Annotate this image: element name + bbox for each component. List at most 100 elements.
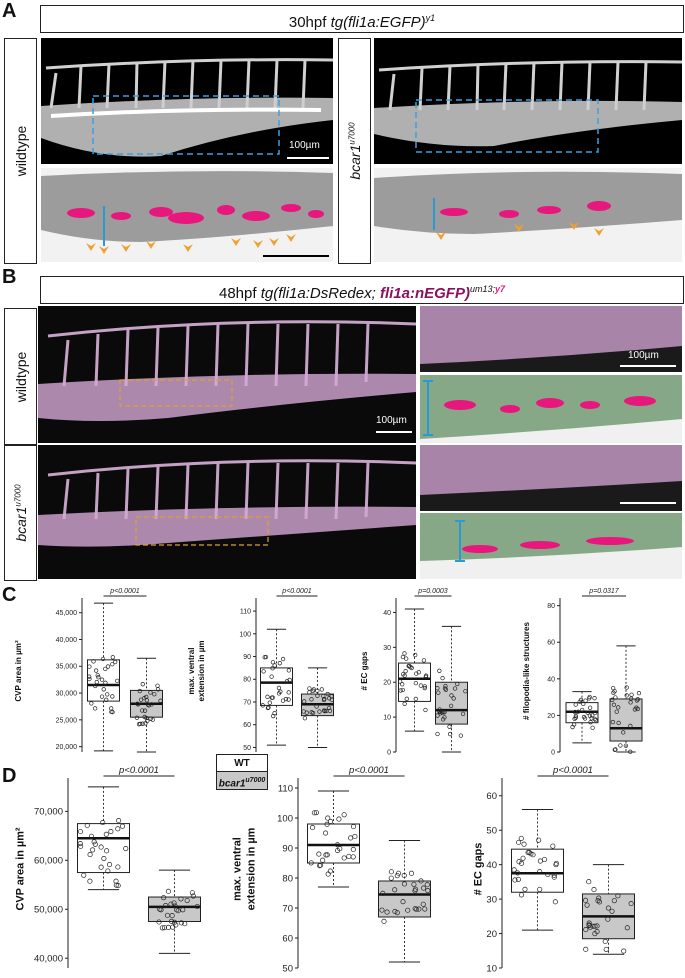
data-point	[156, 919, 162, 925]
data-point	[412, 888, 418, 894]
data-point	[265, 705, 271, 711]
data-point	[603, 946, 609, 952]
data-point	[379, 907, 385, 913]
data-point	[321, 708, 327, 713]
data-point	[515, 876, 521, 882]
data-point	[278, 689, 283, 694]
data-point	[104, 697, 109, 702]
data-point	[136, 702, 141, 707]
data-point	[536, 837, 542, 843]
data-point	[551, 872, 557, 878]
data-point	[92, 706, 98, 711]
data-point	[266, 705, 271, 710]
y-tick-label: 90	[243, 654, 251, 661]
panel-a-wildtype-vessels	[41, 58, 333, 159]
data-point	[611, 898, 617, 904]
data-point	[145, 702, 150, 707]
data-point	[388, 875, 394, 881]
data-point	[400, 654, 406, 660]
data-point	[327, 818, 334, 824]
data-point	[392, 908, 398, 915]
data-point	[422, 685, 427, 691]
data-point	[526, 849, 532, 856]
data-point	[400, 899, 406, 905]
panel-b-wildtype-label: wildtype	[4, 308, 37, 445]
data-point	[336, 816, 342, 822]
data-point	[142, 714, 147, 720]
data-point	[87, 852, 93, 858]
data-point	[612, 747, 618, 753]
p-value-label: p<0.0001	[281, 588, 311, 595]
data-point	[134, 715, 140, 720]
data-point	[78, 843, 84, 849]
data-point	[260, 703, 265, 708]
panel-b-wildtype-inset-green	[420, 375, 682, 443]
data-point	[87, 878, 93, 884]
y-tick-label: 35,000	[56, 664, 78, 671]
y-axis-label: # EC gaps	[360, 651, 369, 690]
data-point	[629, 692, 634, 697]
data-point	[158, 698, 163, 703]
data-point	[591, 887, 597, 893]
data-point	[605, 916, 611, 922]
data-point	[140, 708, 145, 713]
data-point	[350, 846, 356, 853]
data-point	[89, 701, 94, 706]
data-point	[315, 688, 320, 693]
data-point	[404, 656, 409, 661]
p-value-label: p=0.0317	[588, 588, 619, 595]
p-value-label: p<0.0001	[348, 765, 389, 776]
data-point	[113, 659, 118, 665]
y-tick-label: 40,000	[56, 637, 78, 644]
data-point	[596, 895, 602, 901]
data-point	[159, 925, 165, 931]
roi-box	[415, 99, 599, 153]
panel-a-title-transgene: tg(fli1a:EGFP)	[330, 14, 426, 31]
data-point	[93, 683, 98, 689]
y-tick-label: 50	[243, 745, 251, 752]
data-point	[463, 689, 468, 694]
data-point	[550, 843, 556, 849]
data-point	[422, 906, 428, 912]
y-tick-label: 60	[547, 640, 555, 647]
data-point	[636, 690, 642, 696]
data-point	[583, 897, 589, 903]
data-point	[395, 870, 402, 876]
data-point	[98, 864, 104, 870]
data-point	[624, 925, 630, 931]
data-point	[267, 700, 272, 705]
y-tick-label: 40	[547, 676, 555, 683]
data-point	[110, 662, 115, 667]
data-point	[402, 651, 407, 656]
data-point	[286, 668, 291, 673]
data-point	[435, 713, 440, 718]
data-point	[317, 863, 323, 869]
panel-a-scale-label: 100µm	[289, 140, 320, 151]
data-point	[442, 686, 448, 691]
data-point	[169, 913, 175, 919]
data-point	[276, 685, 282, 691]
data-point	[81, 872, 87, 878]
data-point	[316, 851, 322, 857]
data-point	[103, 831, 109, 837]
data-point	[440, 675, 445, 681]
data-point	[87, 676, 92, 682]
y-axis-label: CVP area in µm²	[15, 827, 27, 910]
data-point	[592, 696, 597, 701]
panel-b-wildtype-inset-green-art	[420, 375, 682, 439]
data-point	[592, 710, 598, 716]
data-point	[105, 664, 111, 669]
data-point	[384, 909, 390, 915]
data-point	[398, 688, 403, 693]
roi-box	[135, 516, 269, 546]
data-point	[115, 678, 120, 684]
data-point	[518, 892, 525, 898]
y-tick-label: 45,000	[56, 610, 78, 617]
panel-a-mutant-vessels	[374, 60, 682, 153]
data-point	[408, 870, 415, 876]
y-tick-label: 40,000	[34, 954, 63, 965]
y-tick-label: 50,000	[34, 905, 63, 916]
roi-box	[119, 379, 233, 407]
data-point	[589, 716, 594, 721]
data-point	[596, 899, 603, 905]
